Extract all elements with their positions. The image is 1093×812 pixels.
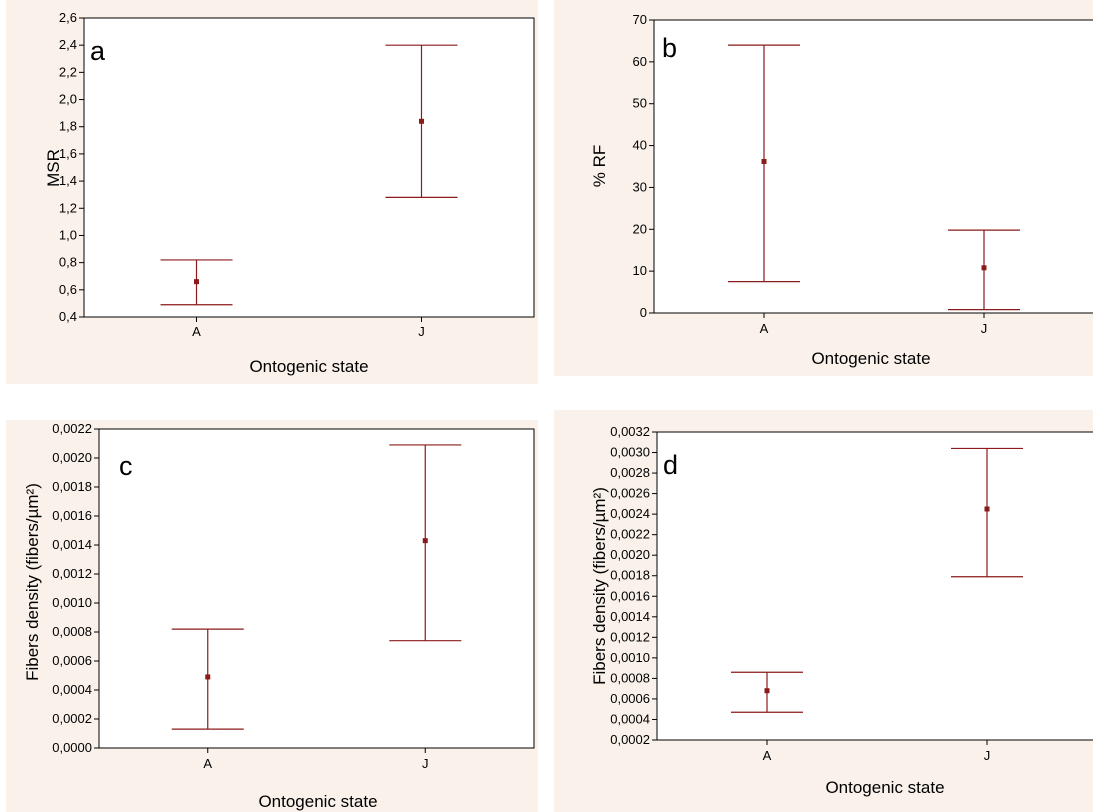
y-tick-label: 10 <box>633 263 647 278</box>
y-tick-label: 0,0002 <box>610 732 650 747</box>
y-tick-label: 30 <box>633 179 647 194</box>
y-axis-title: % RF <box>590 145 609 188</box>
x-tick-label: A <box>763 748 772 763</box>
y-tick-label: 0,0014 <box>610 609 650 624</box>
mean-point-A <box>764 688 770 694</box>
y-axis-title: Fibers density (fibers/µm²) <box>23 483 42 681</box>
y-tick-label: 0,0030 <box>610 445 650 460</box>
y-tick-label: 0,8 <box>59 255 77 270</box>
x-tick-label: A <box>760 321 769 336</box>
x-axis-title: Ontogenic state <box>811 349 930 368</box>
chart-svg-d: 0,0002 0,0004 0,0006 0,0008 0,0010 0,0012 0,00… <box>590 424 1093 797</box>
y-tick-label: 0,0004 <box>610 711 650 726</box>
y-tick-label: 0,0008 <box>610 670 650 685</box>
plot-area <box>656 431 1093 741</box>
y-tick-label: 40 <box>633 138 647 153</box>
y-tick-label: 0,0010 <box>610 650 650 665</box>
y-tick-label: 2,6 <box>59 10 77 25</box>
y-tick-label: 0,0032 <box>610 424 650 439</box>
mean-point-J <box>984 506 990 512</box>
y-tick-label: 1,0 <box>59 227 77 242</box>
y-tick-label: 0,0004 <box>52 682 92 697</box>
x-tick-label: A <box>192 324 201 339</box>
y-tick-label: 0,0020 <box>52 450 92 465</box>
x-axis-title: Ontogenic state <box>825 778 944 797</box>
y-tick-label: 0 <box>640 305 647 320</box>
y-tick-label: 50 <box>633 96 647 111</box>
y-tick-label: 0,0026 <box>610 486 650 501</box>
chart-panel-d: 0,0002 0,0004 0,0006 0,0008 0,0010 0,0012 0,00… <box>554 410 1093 812</box>
y-tick-label: 20 <box>633 221 647 236</box>
x-tick-label: J <box>422 756 429 771</box>
x-tick-label: J <box>984 748 991 763</box>
plot-area <box>653 19 1093 314</box>
y-tick-label: 0,0012 <box>52 566 92 581</box>
y-tick-label: 0,0010 <box>52 595 92 610</box>
y-tick-label: 1,8 <box>59 119 77 134</box>
x-axis-title: Ontogenic state <box>249 357 368 376</box>
y-tick-label: 0,0008 <box>52 624 92 639</box>
y-tick-label: 70 <box>633 12 647 27</box>
chart-svg-b: 0 10 20 30 40 50 60 70 A Jb Ontogenic state % RF <box>590 12 1093 368</box>
y-tick-label: 0,0022 <box>610 527 650 542</box>
chart-panel-c: 0,0000 0,0002 0,0004 0,0006 0,0008 0,0010 0,00… <box>6 420 538 812</box>
y-tick-label: 2,2 <box>59 64 77 79</box>
chart-svg-a: 0,4 0,6 0,8 1,0 1,2 1,4 1,6 1,8 2,0 2,2 2,4 2,6 A Ja O… <box>44 10 535 376</box>
mean-point-A <box>194 279 199 285</box>
x-tick-label: J <box>981 321 988 336</box>
y-tick-label: 0,0006 <box>610 691 650 706</box>
y-tick-label: 0,0012 <box>610 629 650 644</box>
y-tick-label: 0,0028 <box>610 465 650 480</box>
x-tick-label: A <box>203 756 212 771</box>
mean-point-A <box>205 674 211 680</box>
y-tick-label: 1,4 <box>59 173 77 188</box>
y-tick-label: 0,0002 <box>52 711 92 726</box>
x-tick-label: J <box>418 324 425 339</box>
y-axis-title: MSR <box>44 149 63 187</box>
panel-letter: d <box>663 450 678 480</box>
y-tick-label: 0,0000 <box>52 740 92 755</box>
y-tick-label: 0,0006 <box>52 653 92 668</box>
panel-letter: c <box>119 451 133 481</box>
y-tick-label: 2,0 <box>59 92 77 107</box>
panel-letter: b <box>662 33 677 63</box>
y-tick-label: 0,0020 <box>610 547 650 562</box>
mean-point-J <box>419 118 424 124</box>
y-tick-label: 0,0016 <box>610 588 650 603</box>
y-tick-label: 0,0016 <box>52 508 92 523</box>
plot-area <box>83 17 535 318</box>
y-tick-label: 1,2 <box>59 200 77 215</box>
y-tick-label: 60 <box>633 54 647 69</box>
plot-area <box>98 428 535 749</box>
mean-point-J <box>422 538 428 544</box>
x-axis-title: Ontogenic state <box>258 792 377 811</box>
y-tick-label: 0,0014 <box>52 537 92 552</box>
y-axis-title: Fibers density (fibers/µm²) <box>590 487 609 685</box>
mean-point-A <box>761 158 767 164</box>
y-tick-label: 0,0018 <box>52 479 92 494</box>
y-tick-label: 1,6 <box>59 146 77 161</box>
mean-point-J <box>981 265 987 271</box>
y-tick-label: 0,0024 <box>610 506 650 521</box>
chart-svg-c: 0,0000 0,0002 0,0004 0,0006 0,0008 0,0010 0,00… <box>23 421 535 811</box>
y-tick-label: 0,0022 <box>52 421 92 436</box>
y-tick-label: 0,4 <box>59 309 77 324</box>
y-tick-label: 0,6 <box>59 282 77 297</box>
y-tick-label: 0,0018 <box>610 568 650 583</box>
panel-letter: a <box>90 36 106 66</box>
y-tick-label: 2,4 <box>59 37 77 52</box>
